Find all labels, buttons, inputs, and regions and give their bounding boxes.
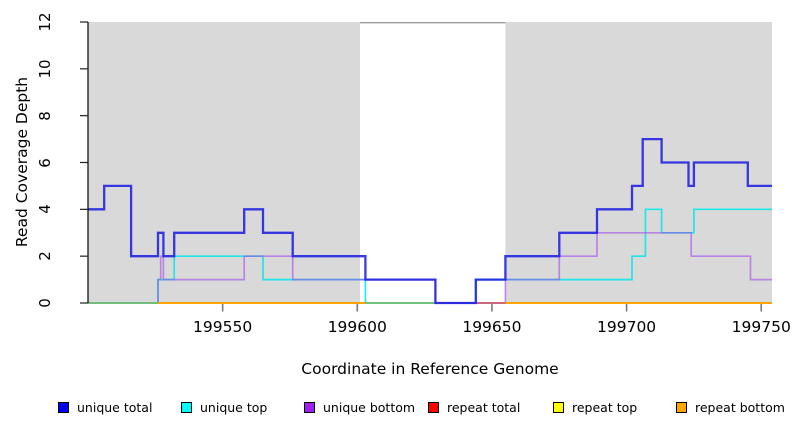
legend-swatch-repeat-total (428, 401, 439, 413)
x-tick-label: 199700 (596, 318, 657, 336)
legend-label: repeat total (447, 399, 521, 415)
shaded-region (88, 22, 360, 303)
y-tick-label: 6 (36, 157, 54, 168)
legend-swatch-unique-top (181, 401, 192, 413)
plot-area (80, 21, 772, 312)
y-tick-label: 0 (36, 298, 54, 308)
y-tick-label: 10 (36, 59, 54, 79)
x-tick-label: 199650 (462, 318, 522, 336)
legend-item-repeat-top: repeat top (553, 399, 637, 415)
y-axis-label: Read Coverage Depth (13, 76, 31, 248)
legend-item-repeat-bottom: repeat bottom (676, 399, 785, 415)
legend-swatch-unique-bottom (304, 401, 315, 413)
legend-item-unique-bottom: unique bottom (304, 399, 415, 415)
legend-item-unique-total: unique total (58, 399, 152, 415)
legend-label: repeat bottom (695, 399, 785, 415)
x-tick-label: 199550 (193, 318, 253, 336)
x-axis-label: Coordinate in Reference Genome (301, 360, 559, 378)
y-tick-label: 4 (36, 204, 54, 215)
series-unique-total-line (88, 137, 772, 305)
legend-swatch-unique-total (58, 401, 69, 413)
legend-item-repeat-total: repeat total (428, 399, 520, 415)
x-tick-label: 199600 (327, 318, 387, 336)
legend-label: unique total (77, 399, 153, 415)
legend-swatch-repeat-bottom (676, 401, 687, 413)
legend-item-unique-top: unique top (181, 399, 267, 415)
y-tick-label: 8 (36, 110, 54, 121)
x-tick-label: 199750 (731, 318, 791, 336)
legend-label: unique top (200, 399, 268, 415)
legend-label: repeat top (572, 399, 638, 415)
y-tick-label: 2 (36, 251, 54, 261)
y-tick-label: 12 (36, 12, 54, 32)
legend-label: unique bottom (323, 399, 416, 415)
legend-swatch-repeat-top (553, 401, 564, 413)
